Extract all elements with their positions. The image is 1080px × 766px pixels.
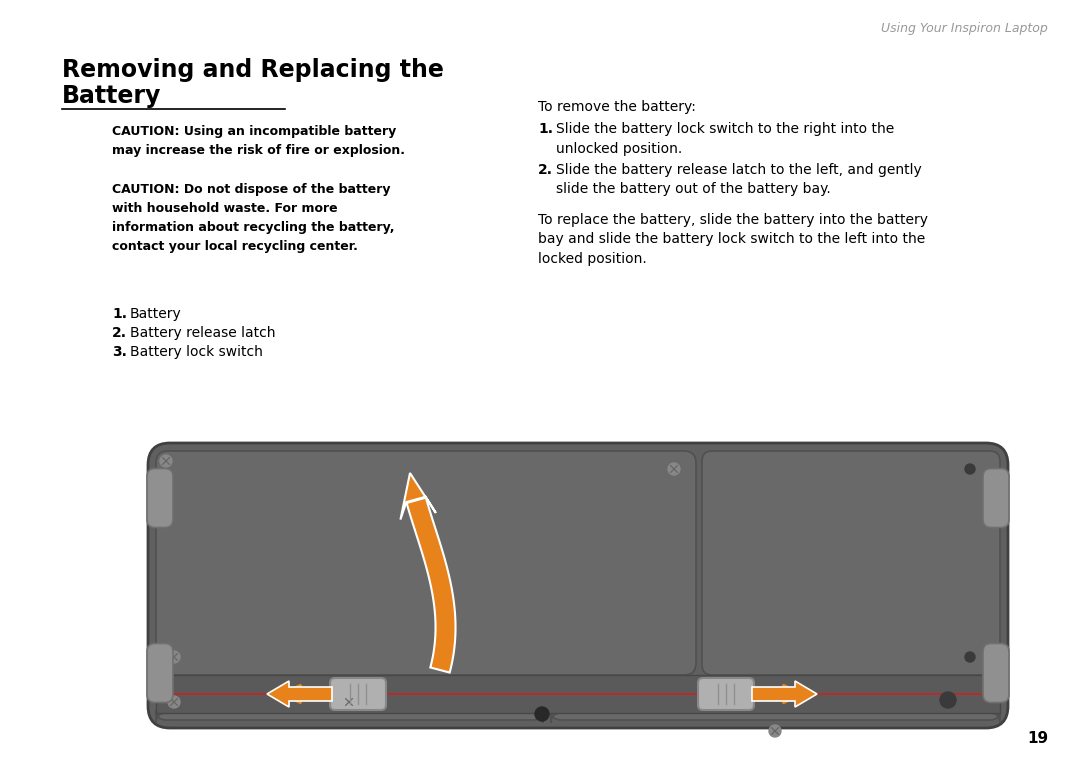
FancyBboxPatch shape — [148, 443, 1008, 728]
Text: Slide the battery release latch to the left, and gently
slide the battery out of: Slide the battery release latch to the l… — [556, 163, 921, 197]
Text: 3.: 3. — [112, 345, 126, 359]
FancyBboxPatch shape — [156, 710, 543, 723]
Circle shape — [160, 455, 172, 467]
FancyBboxPatch shape — [330, 678, 386, 710]
Circle shape — [966, 464, 975, 474]
Text: CAUTION: Using an incompatible battery
may increase the risk of fire or explosio: CAUTION: Using an incompatible battery m… — [112, 125, 405, 157]
Bar — [156, 675, 1000, 713]
Circle shape — [168, 651, 180, 663]
Text: CAUTION: Do not dispose of the battery
with household waste. For more
informatio: CAUTION: Do not dispose of the battery w… — [112, 183, 394, 253]
Text: 19: 19 — [1027, 731, 1048, 746]
Text: Using Your Inspiron Laptop: Using Your Inspiron Laptop — [881, 22, 1048, 35]
FancyBboxPatch shape — [983, 469, 1009, 528]
Circle shape — [966, 652, 975, 662]
Text: 1.: 1. — [112, 307, 127, 321]
Text: 2.: 2. — [538, 163, 553, 177]
FancyBboxPatch shape — [147, 643, 173, 702]
FancyBboxPatch shape — [156, 451, 696, 675]
Polygon shape — [752, 681, 816, 707]
Text: Battery lock switch: Battery lock switch — [130, 345, 262, 359]
FancyBboxPatch shape — [698, 678, 754, 710]
Text: Battery: Battery — [130, 307, 181, 321]
Text: To replace the battery, slide the battery into the battery
bay and slide the bat: To replace the battery, slide the batter… — [538, 213, 928, 266]
FancyBboxPatch shape — [983, 643, 1009, 702]
Text: Battery: Battery — [62, 84, 161, 108]
Polygon shape — [407, 498, 456, 673]
Circle shape — [168, 696, 180, 708]
Polygon shape — [267, 681, 332, 707]
Circle shape — [535, 707, 549, 721]
Text: To remove the battery:: To remove the battery: — [538, 100, 696, 114]
Circle shape — [669, 463, 680, 475]
Text: Removing and Replacing the: Removing and Replacing the — [62, 58, 444, 82]
Circle shape — [769, 725, 781, 737]
Circle shape — [343, 696, 355, 708]
FancyBboxPatch shape — [702, 451, 1000, 675]
Circle shape — [940, 692, 956, 708]
FancyBboxPatch shape — [551, 710, 1000, 723]
Polygon shape — [401, 473, 436, 519]
Text: Slide the battery lock switch to the right into the
unlocked position.: Slide the battery lock switch to the rig… — [556, 122, 894, 155]
FancyBboxPatch shape — [147, 469, 173, 528]
Text: 2.: 2. — [112, 326, 127, 340]
Text: Battery release latch: Battery release latch — [130, 326, 275, 340]
Text: 1.: 1. — [538, 122, 553, 136]
